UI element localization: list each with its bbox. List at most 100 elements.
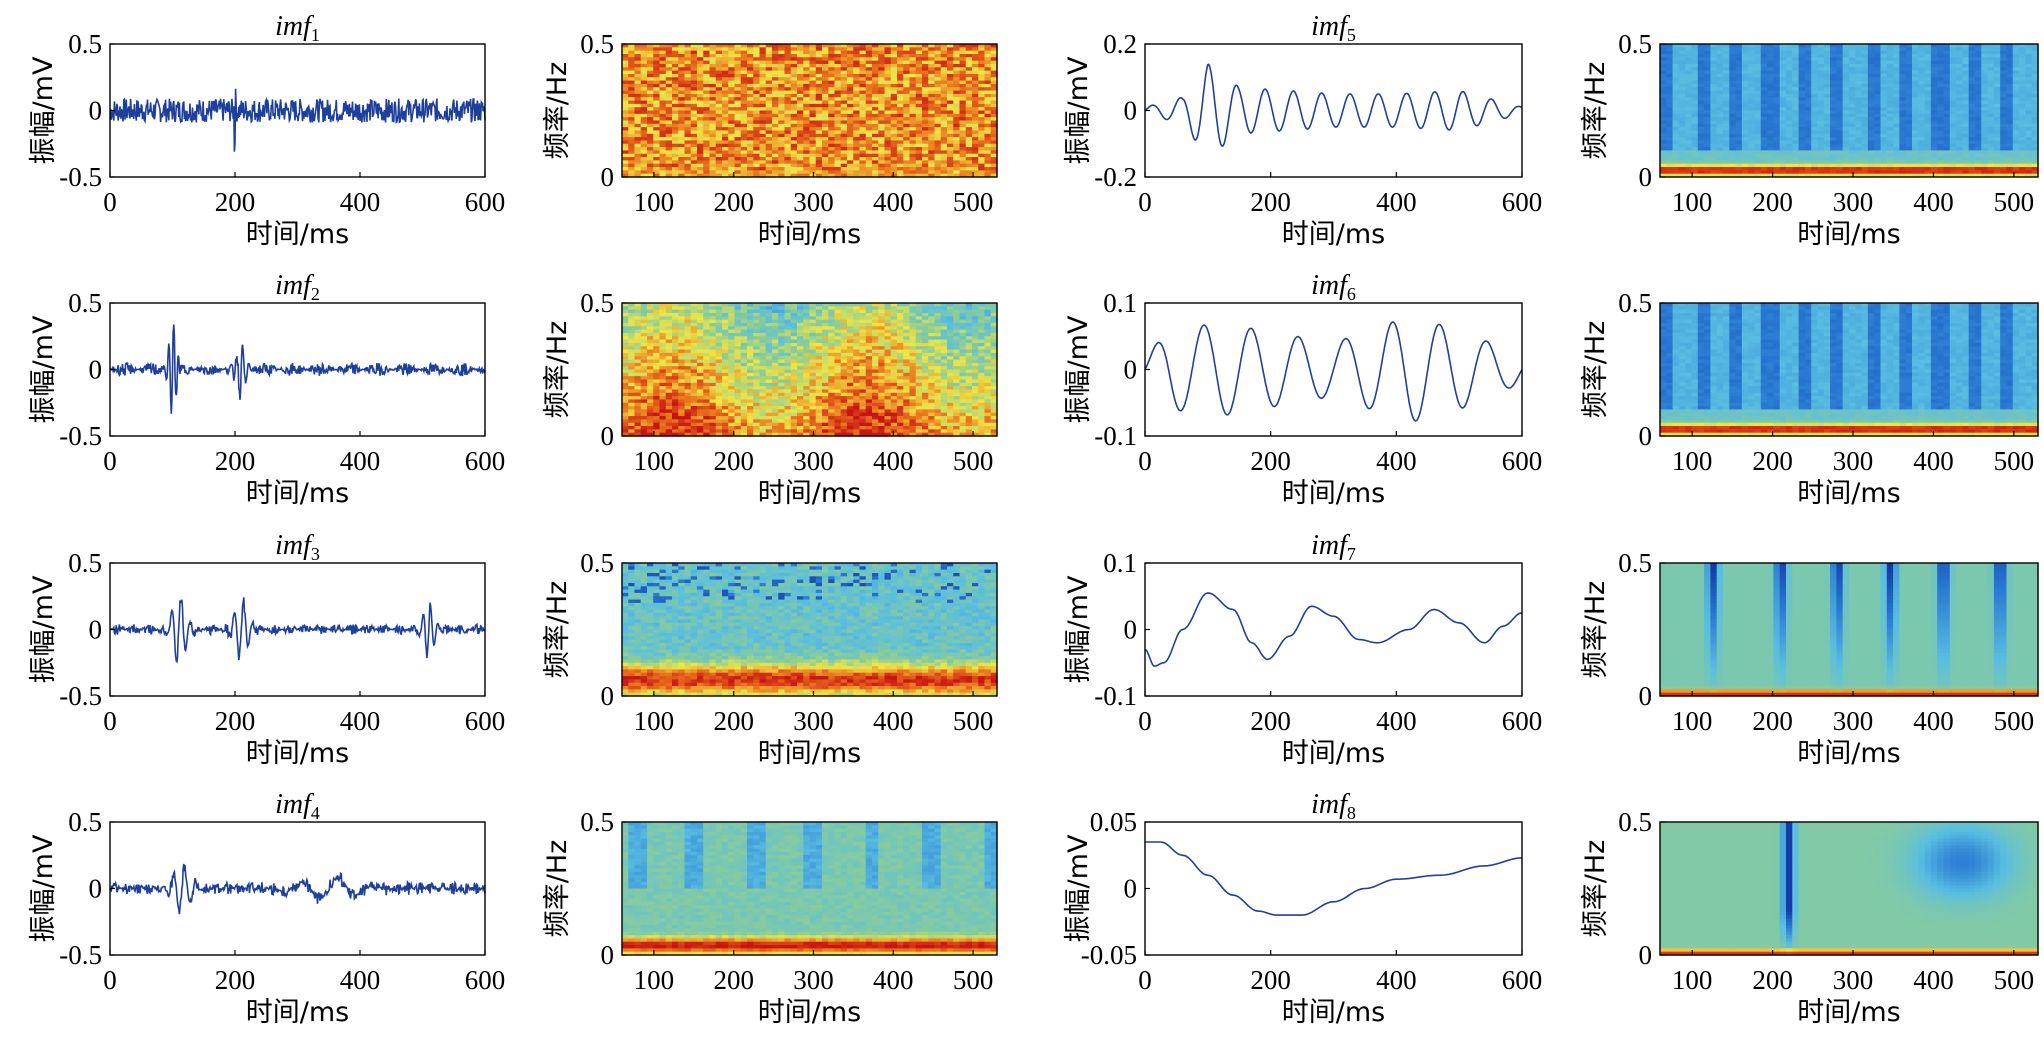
heatmap-cell (753, 147, 761, 151)
heatmap-cell (840, 73, 848, 78)
heatmap-cell (922, 133, 929, 138)
heatmap-cell (778, 153, 786, 158)
heatmap-cell (622, 140, 629, 145)
heatmap-cell (947, 100, 954, 105)
heatmap-cell (709, 167, 717, 171)
heatmap-cell (803, 120, 811, 125)
heatmap-cell (634, 80, 642, 85)
heatmap-cell (828, 53, 836, 58)
heatmap-cell (872, 44, 879, 48)
imf-1-axes (109, 43, 486, 178)
heatmap-cell (747, 120, 754, 125)
heatmap-cell (947, 87, 954, 92)
heatmap-cell (728, 117, 736, 122)
heatmap-cell (772, 50, 779, 55)
heatmap-cell (647, 153, 654, 158)
heatmap-cell (909, 123, 917, 128)
heatmap-cell (972, 57, 979, 62)
heatmap-cell (753, 137, 761, 142)
heatmap-cell (959, 67, 967, 72)
heatmap-cell (965, 127, 973, 132)
heatmap-cell (778, 93, 786, 98)
heatmap-cell (734, 60, 742, 65)
heatmap-cell (722, 53, 729, 58)
heatmap-cell (765, 153, 773, 158)
heatmap-cell (834, 127, 842, 132)
heatmap-cell (878, 97, 886, 102)
heatmap-cell (759, 47, 767, 52)
heatmap-cell (659, 140, 667, 145)
heatmap-cell (884, 127, 892, 132)
heatmap-cell (959, 120, 967, 125)
heatmap-cell (797, 57, 804, 62)
heatmap-cell (797, 160, 804, 165)
heatmap-cell (653, 77, 661, 82)
heatmap-cell (809, 80, 817, 85)
heatmap-cell (878, 147, 886, 151)
heatmap-cell (890, 117, 898, 122)
heatmap-cell (772, 160, 779, 165)
heatmap-cell (640, 97, 648, 102)
heatmap-cell (734, 44, 742, 48)
heatmap-cell (653, 133, 661, 138)
y-tick-label: 0.5 (68, 29, 102, 59)
heatmap-cell (947, 127, 954, 132)
x-tick-label: 600 (465, 187, 506, 217)
heatmap-cell (640, 57, 648, 62)
heatmap-cell (659, 103, 667, 108)
heatmap-cell (840, 127, 848, 132)
heatmap-cell (972, 117, 979, 122)
heatmap-cell (772, 73, 779, 78)
heatmap-cell (628, 120, 636, 125)
heatmap-cell (653, 50, 661, 55)
heatmap-cell (628, 160, 636, 165)
heatmap-cell (890, 140, 898, 145)
heatmap-cell (684, 44, 692, 48)
heatmap-cell (728, 163, 736, 168)
heatmap-cell (822, 107, 829, 112)
heatmap-cell (634, 73, 642, 78)
heatmap-cell (672, 90, 679, 95)
heatmap-cell (709, 103, 717, 108)
heatmap-cell (822, 127, 829, 132)
heatmap-cell (847, 167, 854, 171)
heatmap-cell (884, 147, 892, 151)
heatmap-cell (853, 80, 861, 85)
heatmap-cell (690, 73, 698, 78)
heatmap-cell (847, 160, 854, 165)
heatmap-cell (947, 97, 954, 102)
heatmap-cell (809, 93, 817, 98)
heatmap-cell (978, 47, 986, 52)
heatmap-cell (778, 97, 786, 102)
heatmap-cell (859, 117, 867, 122)
heatmap-cell (772, 117, 779, 122)
heatmap-cell (647, 167, 654, 171)
heatmap-cell (872, 127, 879, 132)
title-main: imf (275, 270, 314, 301)
heatmap-cell (772, 173, 779, 178)
heatmap-cell (897, 117, 904, 122)
heatmap-cell (872, 93, 879, 98)
heatmap-cell (947, 117, 954, 122)
heatmap-cell (884, 120, 892, 125)
heatmap-cell (647, 44, 654, 48)
heatmap-cell (815, 163, 823, 168)
heatmap-cell (672, 127, 679, 132)
imf-2-title: imf2 (275, 270, 320, 304)
heatmap-cell (747, 110, 754, 115)
heatmap-cell (972, 153, 979, 158)
heatmap-cell (628, 170, 636, 175)
heatmap-cell (940, 90, 948, 95)
heatmap-cell (722, 103, 729, 108)
heatmap-cell (928, 93, 936, 98)
heatmap-cell (765, 133, 773, 138)
heatmap-cell (709, 133, 717, 138)
heatmap-cell (722, 87, 729, 92)
heatmap-cell (709, 70, 717, 75)
heatmap-cell (628, 60, 636, 65)
heatmap-cell (853, 143, 861, 148)
heatmap-cell (728, 150, 736, 155)
heatmap-cell (847, 80, 854, 85)
heatmap-cell (772, 113, 779, 118)
heatmap-cell (940, 170, 948, 175)
